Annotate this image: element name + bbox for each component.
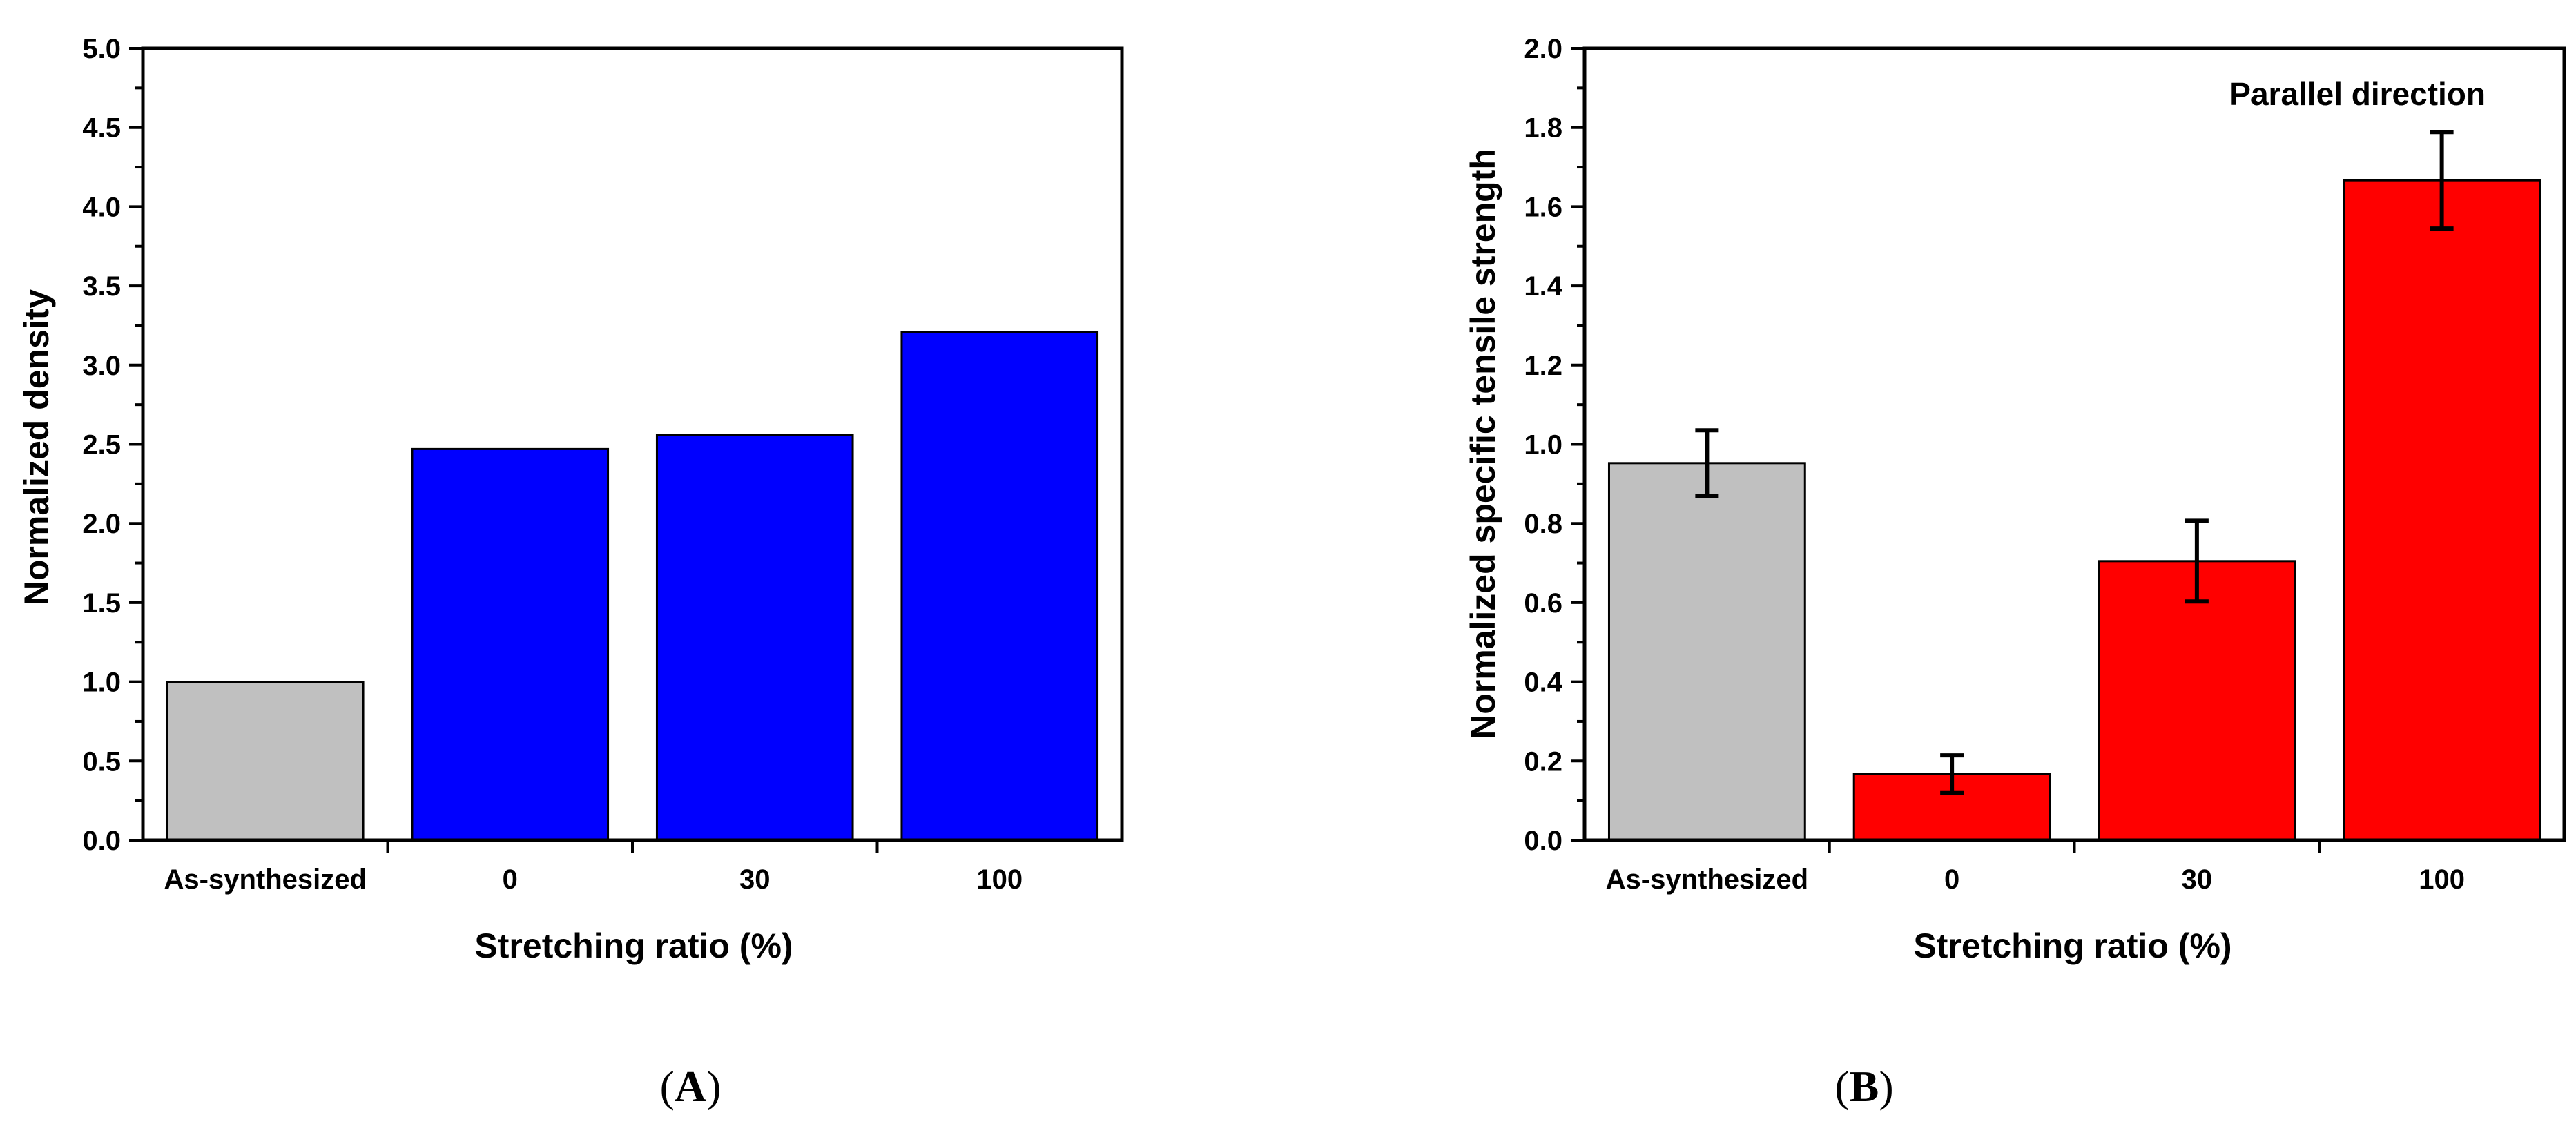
panel-a-x-axis-title: Stretching ratio (%) [474,926,793,965]
panel-b-label: (B) [1834,1062,1893,1111]
panel-a-x-tick-label: 100 [976,864,1023,895]
panel-a-y-tick-label: 0.0 [82,826,121,856]
panel-a-y-tick-label: 3.5 [82,271,121,302]
panel-b-y-tick-label: 1.6 [1524,192,1562,222]
panel-a-y-tick-label: 4.0 [82,192,121,222]
panel-a-x-tick-label: 0 [503,864,518,895]
panel-b-x-axis-title: Stretching ratio (%) [1913,926,2231,965]
panel-a-label-letter: A [675,1062,706,1111]
panel-a-y-axis-title: Normalized density [17,289,56,606]
panel-a-y-tick-label: 2.0 [82,509,121,539]
panel-a-y-tick-label: 2.5 [82,430,121,460]
panel-b-x-tick-label: 100 [2419,864,2465,895]
panel-b-error-bar-1 [1695,428,1719,498]
panel-b-error-bar-3 [2185,518,2209,604]
panel-b-bar-3 [2098,560,2296,842]
panel-a-label: (A) [660,1062,722,1111]
panel-b-x-tick-label: 30 [2182,864,2213,895]
panel-b-x-tick-label: As-synthesized [1606,864,1808,895]
panel-a-y-tick-label: 0.5 [82,746,121,777]
panel-b-error-bar-4 [2430,130,2454,231]
panel-a-plot-area: 0.0 0.5 1.0 1.5 2.0 2.5 3.0 3.5 4.0 4.5 5.0 As-synt… [82,34,1124,895]
panel-b-y-tick-label: 1.8 [1524,113,1562,144]
panel-b-error-bar-2 [1940,753,1964,795]
panel-a-bar-3 [655,434,854,842]
panel-a-y-tick-label: 4.5 [82,113,121,144]
panel-a-y-tick-label: 5.0 [82,34,121,64]
panel-b-y-tick-label: 0.0 [1524,826,1562,856]
panel-b-label-letter: B [1850,1062,1879,1111]
panel-a-y-tick-label: 3.0 [82,351,121,381]
panel-a-bar-4 [900,331,1099,842]
panel-b-plot-area: 0.0 0.2 0.4 0.6 0.8 1.0 1.2 1.4 1.6 1.8 2.0 As-synt… [1524,34,2566,895]
panel-b-y-tick-label: 1.2 [1524,351,1562,381]
panel-a-bar-1 [166,681,365,842]
panel-b-y-tick-label: 0.6 [1524,588,1562,619]
panel-b-y-tick-label: 2.0 [1524,34,1562,64]
panel-b-annotation: Parallel direction [2229,76,2486,112]
panel-a-y-tick-label: 1.5 [82,588,121,619]
panel-b-x-tick-label: 0 [1944,864,1959,895]
panel-b-y-tick-label: 0.4 [1524,668,1562,698]
panel-b-tensile-strength-chart: 0.0 0.2 0.4 0.6 0.8 1.0 1.2 1.4 1.6 1.8 2.0 As-synt… [1464,34,2566,1111]
panel-b-y-tick-label: 1.4 [1524,271,1562,302]
panel-a-density-chart: 0.0 0.5 1.0 1.5 2.0 2.5 3.0 3.5 4.0 4.5 5.0 As-synt… [17,34,1124,1111]
panel-a-y-tick-label: 1.0 [82,668,121,698]
panel-b-y-tick-label: 1.0 [1524,430,1562,460]
panel-b-y-tick-label: 0.2 [1524,746,1562,777]
panel-a-bar-2 [411,447,610,842]
panel-b-y-axis-title: Normalized specific tensile strength [1464,148,1502,739]
panel-a-x-tick-label: 30 [739,864,771,895]
panel-b-bar-4 [2343,179,2541,842]
panel-b-y-tick-label: 0.8 [1524,509,1562,539]
panel-b-bar-1 [1607,462,1806,842]
panel-a-x-tick-label: As-synthesized [164,864,367,895]
